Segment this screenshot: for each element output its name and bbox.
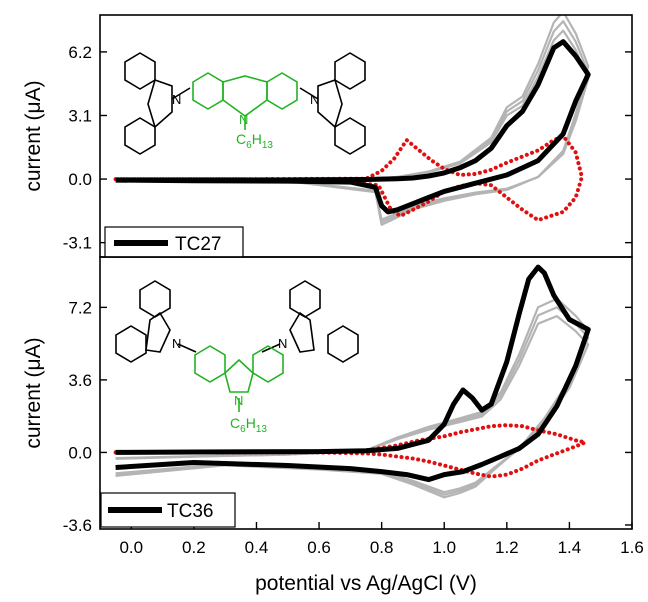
xtick-label: 1.4 (558, 538, 582, 557)
legend-tc27: TC27 (104, 226, 244, 258)
molecule-tc36-n-core: N (234, 393, 243, 408)
top-ylabel: current (μA) (22, 80, 45, 191)
xtick-label: 1.6 (620, 538, 644, 557)
molecule-tc27-n-right: N (310, 92, 319, 107)
top-ytick-label: 0.0 (68, 170, 92, 189)
legend-tc36-label: TC36 (167, 501, 213, 522)
molecule-tc27-structure (124, 52, 366, 155)
top-ytick-label: -3.1 (63, 234, 92, 253)
bottom-ylabel: current (μA) (22, 337, 45, 448)
molecule-tc27-n-left: N (172, 92, 181, 107)
top-series-red-dotted (113, 133, 584, 223)
bottom-ytick-label: 3.6 (68, 371, 92, 390)
bottom-ytick-label: -3.6 (63, 516, 92, 535)
top-ytick-label: 6.2 (68, 43, 92, 62)
xtick-label: 1.2 (495, 538, 519, 557)
molecule-tc36-core (194, 345, 284, 412)
panel-bottom: -3.6 0.0 3.6 7.2 0.0 0.2 0.4 0.6 0.8 1.0 1.2 1.4 1.… (22, 256, 644, 595)
bottom-ytick-label: 0.0 (68, 443, 92, 462)
xtick-label: 0.8 (370, 538, 394, 557)
top-series-grey-cycle (115, 29, 590, 221)
molecule-tc27-substituent: C6H13 (236, 131, 273, 151)
bottom-series-tc36 (115, 264, 591, 483)
bottom-plot-frame (99, 256, 633, 530)
xtick-label: 0.0 (119, 538, 143, 557)
bottom-series-grey-cycle (115, 315, 590, 494)
xtick-label: 0.4 (245, 538, 269, 557)
bottom-series-grey-cycle (115, 297, 590, 499)
molecule-tc27-core (192, 72, 298, 130)
molecule-tc27-n-core: N (239, 112, 248, 127)
molecule-tc36-substituent: C6H13 (230, 415, 267, 435)
xtick-label: 0.6 (307, 538, 331, 557)
panel-top: -3.1 0.0 3.1 6.2 current (μA) N N N C6H13 (22, 14, 633, 258)
top-series-grey-cycle (115, 15, 590, 226)
molecule-tc36-structure (115, 280, 359, 363)
molecule-tc36-n-left: N (172, 336, 181, 351)
molecule-tc36-n-right: N (278, 336, 287, 351)
bottom-ytick-label: 7.2 (68, 298, 92, 317)
xtick-label: 0.2 (182, 538, 206, 557)
x-axis-label: potential vs Ag/AgCl (V) (255, 572, 477, 595)
top-series-tc27 (115, 39, 591, 215)
top-ytick-label: 3.1 (68, 106, 92, 125)
top-series-grey-cycle (115, 20, 590, 224)
xtick-label: 1.0 (432, 538, 456, 557)
legend-tc27-label: TC27 (175, 234, 221, 255)
legend-tc36: TC36 (100, 492, 236, 528)
